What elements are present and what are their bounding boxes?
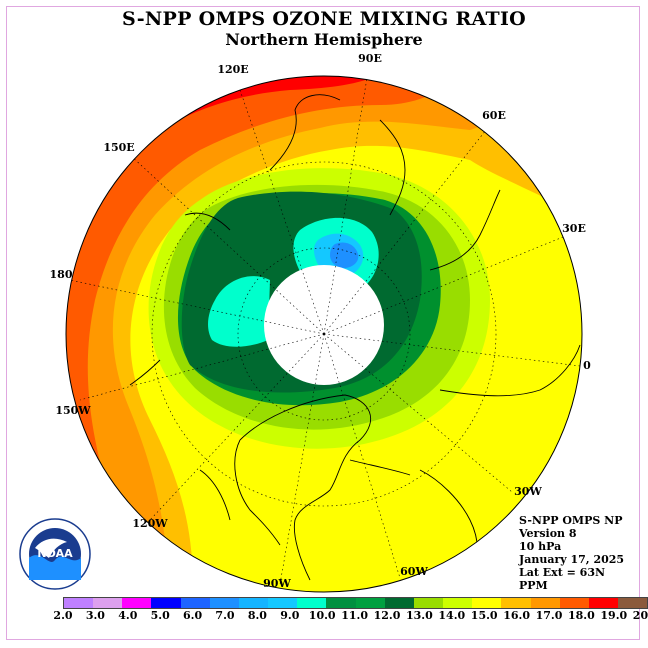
color-scale-tick-label: 14.0 [438, 609, 466, 622]
color-swatch [413, 598, 444, 608]
color-swatch [472, 598, 502, 608]
info-instrument: S-NPP OMPS NP [519, 514, 623, 527]
lon-label-60e: 60E [482, 109, 506, 122]
lon-label-120w: 120W [132, 517, 168, 530]
color-swatch [384, 598, 414, 608]
lon-label-90e: 90E [358, 52, 382, 65]
color-scale-tick-label: 11.0 [341, 609, 368, 622]
map-subtitle: Northern Hemisphere [225, 30, 423, 49]
map-title: S-NPP OMPS OZONE MIXING RATIO [121, 8, 527, 30]
color-scale-tick-label: 15.0 [470, 609, 498, 622]
color-swatch [443, 598, 473, 608]
figure-frame [6, 6, 640, 640]
band-9-10-west [208, 276, 270, 347]
noaa-logo: NOAA [19, 518, 91, 590]
info-date: January 17, 2025 [519, 553, 625, 566]
color-swatch [180, 598, 210, 608]
polar-night-region [264, 265, 384, 385]
color-swatch [559, 598, 589, 608]
color-scale-tick-label: 12.0 [373, 609, 401, 622]
lon-label-120e: 120E [217, 63, 248, 76]
info-level: 10 hPa [519, 540, 562, 553]
info-units: PPM [519, 579, 548, 592]
color-swatch [355, 598, 385, 608]
color-swatch [268, 598, 298, 608]
info-block: S-NPP OMPS NP Version 8 10 hPa January 1… [519, 514, 624, 592]
color-scale-tick-label: 6.0 [183, 609, 203, 622]
map-boundary [65, 75, 583, 593]
lon-label-180: 180 [50, 268, 73, 281]
lon-label-60w: 60W [400, 565, 428, 578]
color-swatch [588, 598, 618, 608]
color-swatch [64, 598, 94, 608]
info-lat-ext: Lat Ext = 63N [519, 566, 606, 579]
color-scale-tick-label: 18.0 [567, 609, 595, 622]
color-swatch [122, 598, 152, 608]
lon-label-30w: 30W [514, 485, 542, 498]
color-scale-tick-label: 19.0 [600, 609, 628, 622]
color-swatch [501, 598, 531, 608]
color-scale-ticks: 2.0 3.0 4.0 5.0 6.0 7.0 8.0 9.0 10.0 11.0 12.0 13.0… [0, 609, 648, 623]
color-scale-tick-label: 16.0 [503, 609, 530, 622]
color-scale-tick-label: 10.0 [308, 609, 336, 622]
lon-label-150e: 150E [103, 141, 134, 154]
color-scale-tick-label: 5.0 [150, 609, 170, 622]
color-scale-tick-label: 2.0 [53, 609, 73, 622]
color-swatch [297, 598, 327, 608]
band-7-8 [330, 242, 359, 268]
color-scale-bar [63, 597, 648, 609]
noaa-logo-text: NOAA [37, 547, 73, 560]
color-swatch [209, 598, 239, 608]
lon-label-150w: 150W [55, 404, 91, 417]
color-scale-tick-label: 4.0 [118, 609, 138, 622]
lon-label-0: 0 [583, 359, 591, 372]
color-swatch [530, 598, 560, 608]
color-scale-tick-label: 3.0 [85, 609, 105, 622]
color-swatch [151, 598, 181, 608]
color-swatch [617, 598, 648, 608]
color-scale-tick-label: 17.0 [535, 609, 563, 622]
color-scale-tick-label: 20.0 [632, 609, 648, 622]
coastlines [129, 94, 581, 581]
color-scale-tick-label: 8.0 [247, 609, 267, 622]
lon-label-90w: 90W [263, 577, 291, 590]
lon-label-30e: 30E [562, 222, 586, 235]
info-version: Version 8 [519, 527, 577, 540]
color-swatch [238, 598, 269, 608]
color-swatch [93, 598, 123, 608]
color-scale-tick-label: 9.0 [280, 609, 300, 622]
color-swatch [326, 598, 356, 608]
graticule [69, 76, 581, 585]
color-scale-tick-label: 7.0 [215, 609, 235, 622]
color-scale-tick-label: 13.0 [405, 609, 433, 622]
